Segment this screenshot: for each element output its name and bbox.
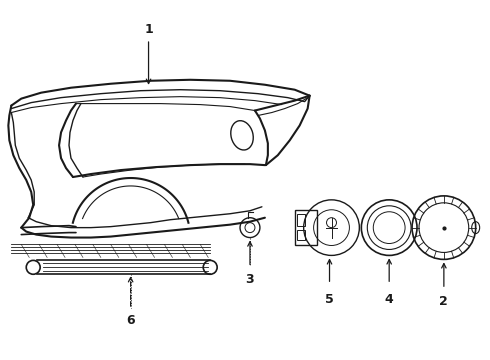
Text: 4: 4 xyxy=(385,293,393,306)
Bar xyxy=(297,230,305,239)
Bar xyxy=(297,214,305,226)
Text: 1: 1 xyxy=(144,23,153,36)
Text: 6: 6 xyxy=(126,314,135,327)
Text: 3: 3 xyxy=(245,273,254,286)
Bar xyxy=(294,210,317,246)
Text: 2: 2 xyxy=(440,294,448,307)
Text: 5: 5 xyxy=(325,293,334,306)
